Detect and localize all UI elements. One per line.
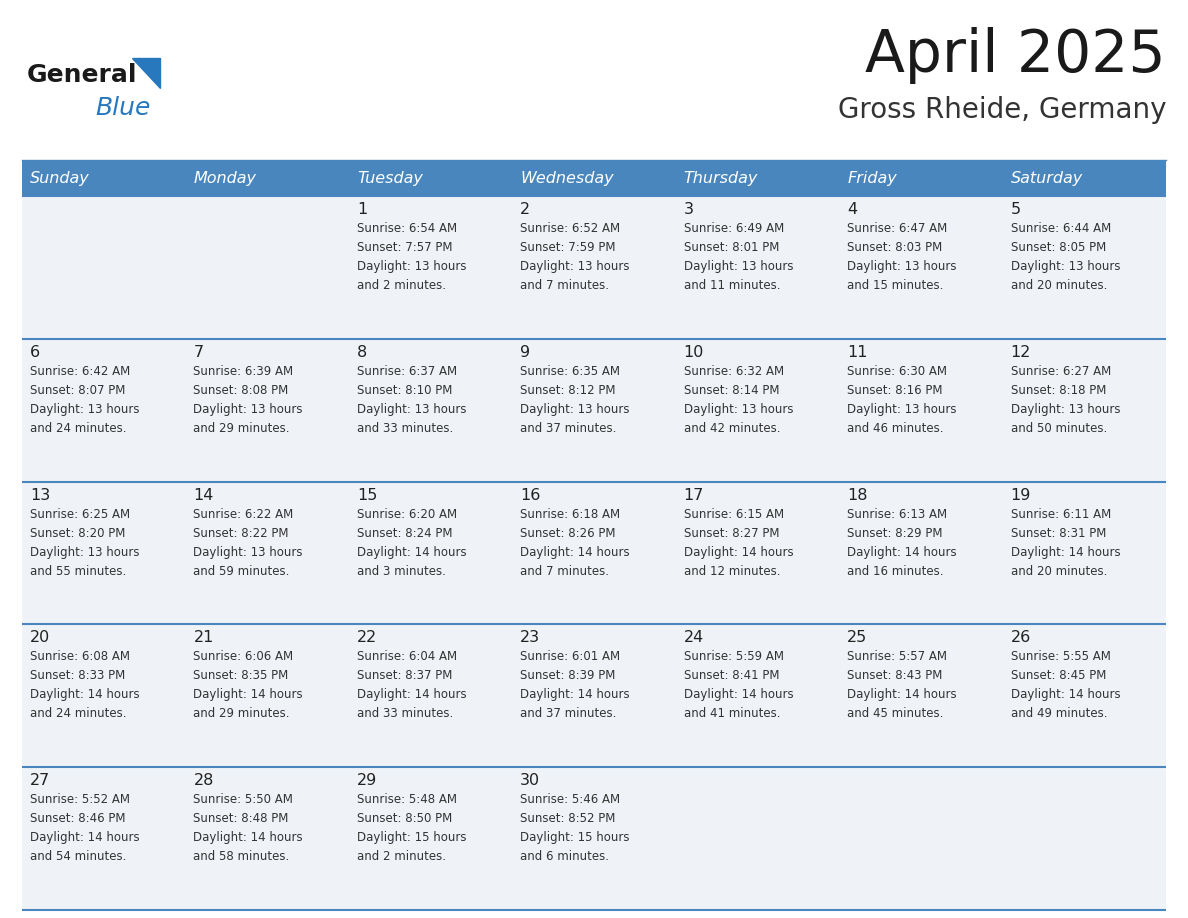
Text: Sunrise: 6:13 AM
Sunset: 8:29 PM
Daylight: 14 hours
and 16 minutes.: Sunrise: 6:13 AM Sunset: 8:29 PM Dayligh… (847, 508, 956, 577)
Text: Sunrise: 5:46 AM
Sunset: 8:52 PM
Daylight: 15 hours
and 6 minutes.: Sunrise: 5:46 AM Sunset: 8:52 PM Dayligh… (520, 793, 630, 863)
Text: Friday: Friday (847, 171, 897, 185)
Text: Sunrise: 6:22 AM
Sunset: 8:22 PM
Daylight: 13 hours
and 59 minutes.: Sunrise: 6:22 AM Sunset: 8:22 PM Dayligh… (194, 508, 303, 577)
Bar (23, 339, 1165, 482)
Text: 22: 22 (356, 631, 377, 645)
Text: 16: 16 (520, 487, 541, 502)
Text: Sunrise: 6:44 AM
Sunset: 8:05 PM
Daylight: 13 hours
and 20 minutes.: Sunrise: 6:44 AM Sunset: 8:05 PM Dayligh… (1011, 222, 1120, 292)
Text: Sunrise: 6:49 AM
Sunset: 8:01 PM
Daylight: 13 hours
and 11 minutes.: Sunrise: 6:49 AM Sunset: 8:01 PM Dayligh… (684, 222, 794, 292)
Text: Sunrise: 6:27 AM
Sunset: 8:18 PM
Daylight: 13 hours
and 50 minutes.: Sunrise: 6:27 AM Sunset: 8:18 PM Dayligh… (1011, 364, 1120, 435)
Text: 12: 12 (1011, 345, 1031, 360)
Bar (23, 624, 1165, 767)
Text: Sunrise: 5:52 AM
Sunset: 8:46 PM
Daylight: 14 hours
and 54 minutes.: Sunrise: 5:52 AM Sunset: 8:46 PM Dayligh… (30, 793, 140, 863)
Text: Sunrise: 6:15 AM
Sunset: 8:27 PM
Daylight: 14 hours
and 12 minutes.: Sunrise: 6:15 AM Sunset: 8:27 PM Dayligh… (684, 508, 794, 577)
Text: Gross Rheide, Germany: Gross Rheide, Germany (838, 96, 1165, 124)
Polygon shape (132, 58, 160, 88)
Text: Sunrise: 6:25 AM
Sunset: 8:20 PM
Daylight: 13 hours
and 55 minutes.: Sunrise: 6:25 AM Sunset: 8:20 PM Dayligh… (30, 508, 139, 577)
Text: 8: 8 (356, 345, 367, 360)
Text: Saturday: Saturday (1011, 171, 1082, 185)
Text: 23: 23 (520, 631, 541, 645)
Bar (23, 767, 1165, 910)
Text: 27: 27 (30, 773, 50, 789)
Bar (23, 160, 1165, 196)
Text: Sunrise: 5:48 AM
Sunset: 8:50 PM
Daylight: 15 hours
and 2 minutes.: Sunrise: 5:48 AM Sunset: 8:50 PM Dayligh… (356, 793, 467, 863)
Text: Sunrise: 5:55 AM
Sunset: 8:45 PM
Daylight: 14 hours
and 49 minutes.: Sunrise: 5:55 AM Sunset: 8:45 PM Dayligh… (1011, 650, 1120, 721)
Text: 29: 29 (356, 773, 377, 789)
Text: 11: 11 (847, 345, 867, 360)
Text: 20: 20 (30, 631, 50, 645)
Text: Sunrise: 6:32 AM
Sunset: 8:14 PM
Daylight: 13 hours
and 42 minutes.: Sunrise: 6:32 AM Sunset: 8:14 PM Dayligh… (684, 364, 794, 435)
Text: General: General (27, 63, 138, 87)
Text: Wednesday: Wednesday (520, 171, 614, 185)
Text: Sunrise: 6:20 AM
Sunset: 8:24 PM
Daylight: 14 hours
and 3 minutes.: Sunrise: 6:20 AM Sunset: 8:24 PM Dayligh… (356, 508, 467, 577)
Text: 19: 19 (1011, 487, 1031, 502)
Text: Sunrise: 6:30 AM
Sunset: 8:16 PM
Daylight: 13 hours
and 46 minutes.: Sunrise: 6:30 AM Sunset: 8:16 PM Dayligh… (847, 364, 956, 435)
Text: Sunrise: 6:11 AM
Sunset: 8:31 PM
Daylight: 14 hours
and 20 minutes.: Sunrise: 6:11 AM Sunset: 8:31 PM Dayligh… (1011, 508, 1120, 577)
Text: Sunrise: 6:47 AM
Sunset: 8:03 PM
Daylight: 13 hours
and 15 minutes.: Sunrise: 6:47 AM Sunset: 8:03 PM Dayligh… (847, 222, 956, 292)
Text: Sunrise: 6:42 AM
Sunset: 8:07 PM
Daylight: 13 hours
and 24 minutes.: Sunrise: 6:42 AM Sunset: 8:07 PM Dayligh… (30, 364, 139, 435)
Text: 15: 15 (356, 487, 378, 502)
Text: 14: 14 (194, 487, 214, 502)
Text: Sunrise: 5:57 AM
Sunset: 8:43 PM
Daylight: 14 hours
and 45 minutes.: Sunrise: 5:57 AM Sunset: 8:43 PM Dayligh… (847, 650, 956, 721)
Text: 17: 17 (684, 487, 704, 502)
Text: 28: 28 (194, 773, 214, 789)
Text: 25: 25 (847, 631, 867, 645)
Text: Sunrise: 5:59 AM
Sunset: 8:41 PM
Daylight: 14 hours
and 41 minutes.: Sunrise: 5:59 AM Sunset: 8:41 PM Dayligh… (684, 650, 794, 721)
Text: Sunrise: 6:18 AM
Sunset: 8:26 PM
Daylight: 14 hours
and 7 minutes.: Sunrise: 6:18 AM Sunset: 8:26 PM Dayligh… (520, 508, 630, 577)
Text: Sunrise: 6:08 AM
Sunset: 8:33 PM
Daylight: 14 hours
and 24 minutes.: Sunrise: 6:08 AM Sunset: 8:33 PM Dayligh… (30, 650, 140, 721)
Text: Sunrise: 5:50 AM
Sunset: 8:48 PM
Daylight: 14 hours
and 58 minutes.: Sunrise: 5:50 AM Sunset: 8:48 PM Dayligh… (194, 793, 303, 863)
Text: Sunrise: 6:35 AM
Sunset: 8:12 PM
Daylight: 13 hours
and 37 minutes.: Sunrise: 6:35 AM Sunset: 8:12 PM Dayligh… (520, 364, 630, 435)
Text: 2: 2 (520, 202, 530, 217)
Text: 9: 9 (520, 345, 530, 360)
Text: Sunrise: 6:52 AM
Sunset: 7:59 PM
Daylight: 13 hours
and 7 minutes.: Sunrise: 6:52 AM Sunset: 7:59 PM Dayligh… (520, 222, 630, 292)
Text: 6: 6 (30, 345, 40, 360)
Text: Monday: Monday (194, 171, 257, 185)
Text: Sunday: Sunday (30, 171, 90, 185)
Bar (23, 196, 1165, 339)
Text: 26: 26 (1011, 631, 1031, 645)
Text: Tuesday: Tuesday (356, 171, 423, 185)
Text: 21: 21 (194, 631, 214, 645)
Text: 1: 1 (356, 202, 367, 217)
Text: Thursday: Thursday (684, 171, 758, 185)
Bar (23, 482, 1165, 624)
Text: 7: 7 (194, 345, 203, 360)
Text: April 2025: April 2025 (865, 27, 1165, 84)
Text: 3: 3 (684, 202, 694, 217)
Text: 5: 5 (1011, 202, 1020, 217)
Text: 10: 10 (684, 345, 704, 360)
Text: Sunrise: 6:01 AM
Sunset: 8:39 PM
Daylight: 14 hours
and 37 minutes.: Sunrise: 6:01 AM Sunset: 8:39 PM Dayligh… (520, 650, 630, 721)
Text: Blue: Blue (95, 96, 151, 120)
Text: Sunrise: 6:06 AM
Sunset: 8:35 PM
Daylight: 14 hours
and 29 minutes.: Sunrise: 6:06 AM Sunset: 8:35 PM Dayligh… (194, 650, 303, 721)
Text: 30: 30 (520, 773, 541, 789)
Text: 18: 18 (847, 487, 867, 502)
Text: 13: 13 (30, 487, 50, 502)
Text: Sunrise: 6:54 AM
Sunset: 7:57 PM
Daylight: 13 hours
and 2 minutes.: Sunrise: 6:54 AM Sunset: 7:57 PM Dayligh… (356, 222, 467, 292)
Text: Sunrise: 6:37 AM
Sunset: 8:10 PM
Daylight: 13 hours
and 33 minutes.: Sunrise: 6:37 AM Sunset: 8:10 PM Dayligh… (356, 364, 467, 435)
Text: 24: 24 (684, 631, 704, 645)
Text: Sunrise: 6:04 AM
Sunset: 8:37 PM
Daylight: 14 hours
and 33 minutes.: Sunrise: 6:04 AM Sunset: 8:37 PM Dayligh… (356, 650, 467, 721)
Text: 4: 4 (847, 202, 858, 217)
Text: Sunrise: 6:39 AM
Sunset: 8:08 PM
Daylight: 13 hours
and 29 minutes.: Sunrise: 6:39 AM Sunset: 8:08 PM Dayligh… (194, 364, 303, 435)
